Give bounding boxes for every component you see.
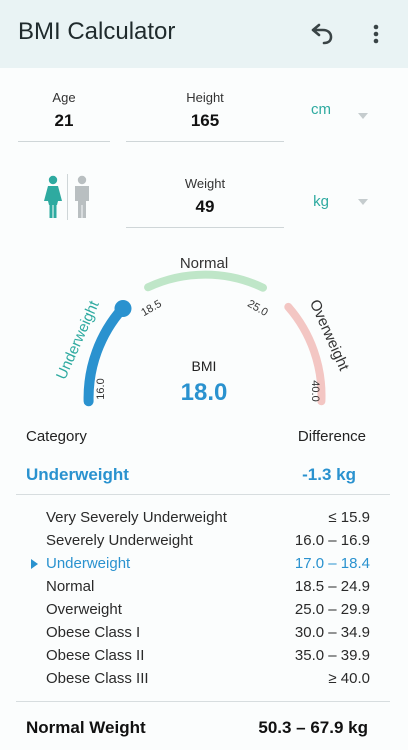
current-difference: -1.3 kg	[302, 465, 356, 484]
age-underline	[18, 141, 110, 142]
category-row-current: Underweight 17.0 – 18.4	[0, 555, 408, 578]
category-name: Underweight	[46, 555, 131, 572]
gauge-pointer	[114, 300, 132, 317]
category-name: Obese Class II	[46, 647, 145, 664]
divider-top	[16, 494, 390, 495]
gauge-label-normal: Normal	[180, 255, 228, 272]
category-row: Severely Underweight 16.0 – 16.9	[0, 532, 408, 555]
bmi-value: 18.0	[180, 379, 228, 406]
gauge-tick-40: 40.0	[309, 380, 321, 401]
weight-field[interactable]: Weight 49	[126, 176, 284, 217]
category-row: Obese Class III ≥ 40.0	[0, 670, 408, 693]
male-icon[interactable]	[72, 175, 92, 219]
difference-header: Difference	[297, 428, 366, 445]
category-name: Severely Underweight	[46, 532, 193, 549]
category-name: Obese Class III	[46, 670, 149, 687]
divider-bottom	[16, 701, 390, 702]
current-category: Underweight	[26, 465, 129, 484]
category-header: Category	[26, 428, 87, 445]
bmi-gauge: Underweight Normal Overweight 16.0 18.5 …	[53, 255, 353, 407]
bmi-label: BMI	[191, 358, 217, 374]
category-range: 16.0 – 16.9	[294, 532, 370, 549]
weight-label: Weight	[184, 176, 226, 191]
category-row: Overweight 25.0 – 29.9	[0, 601, 408, 624]
weight-unit-select[interactable]: kg	[313, 193, 329, 210]
age-field[interactable]: Age 21	[18, 90, 110, 131]
normal-weight-label: Normal Weight	[26, 718, 146, 737]
height-label: Height	[186, 90, 224, 105]
category-row: Obese Class II 35.0 – 39.9	[0, 647, 408, 670]
height-value: 165	[190, 111, 220, 130]
app-bar: BMI Calculator	[0, 0, 408, 68]
weight-unit-dropdown-icon[interactable]	[358, 199, 368, 205]
gauge-arc-normal	[144, 270, 267, 292]
normal-weight-value: 50.3 – 67.9 kg	[258, 718, 368, 737]
category-range: 25.0 – 29.9	[294, 601, 370, 618]
weight-underline	[126, 227, 284, 228]
category-range: ≤ 15.9	[328, 509, 370, 526]
category-range: 18.5 – 24.9	[294, 578, 370, 595]
category-range: 17.0 – 18.4	[294, 555, 370, 572]
female-icon[interactable]	[43, 175, 63, 219]
current-marker-icon	[31, 559, 38, 569]
category-range: ≥ 40.0	[328, 670, 370, 687]
content-panel	[0, 68, 408, 750]
more-vert-icon[interactable]	[364, 20, 388, 48]
weight-value: 49	[195, 197, 215, 216]
undo-icon[interactable]	[306, 20, 336, 48]
height-unit-dropdown-icon[interactable]	[358, 113, 368, 119]
gender-divider	[67, 174, 68, 220]
category-range: 30.0 – 34.9	[294, 624, 370, 641]
category-name: Very Severely Underweight	[46, 509, 227, 526]
category-name: Normal	[46, 578, 95, 595]
category-row: Very Severely Underweight ≤ 15.9	[0, 509, 408, 532]
height-field[interactable]: Height 165	[126, 90, 284, 131]
gauge-tick-25: 25.0	[245, 298, 270, 319]
gauge-tick-16: 16.0	[95, 378, 107, 399]
category-range: 35.0 – 39.9	[294, 647, 370, 664]
gauge-arc-underweight	[83, 303, 128, 407]
height-underline	[126, 141, 284, 142]
height-unit-select[interactable]: cm	[311, 101, 331, 118]
category-row: Normal 18.5 – 24.9	[0, 578, 408, 601]
category-row: Obese Class I 30.0 – 34.9	[0, 624, 408, 647]
age-label: Age	[52, 90, 76, 105]
age-value: 21	[54, 111, 74, 130]
app-title: BMI Calculator	[18, 18, 176, 45]
category-name: Overweight	[46, 601, 122, 618]
gauge-arc-overweight	[284, 302, 326, 406]
category-name: Obese Class I	[46, 624, 141, 641]
gauge-tick-18-5: 18.5	[139, 298, 164, 319]
